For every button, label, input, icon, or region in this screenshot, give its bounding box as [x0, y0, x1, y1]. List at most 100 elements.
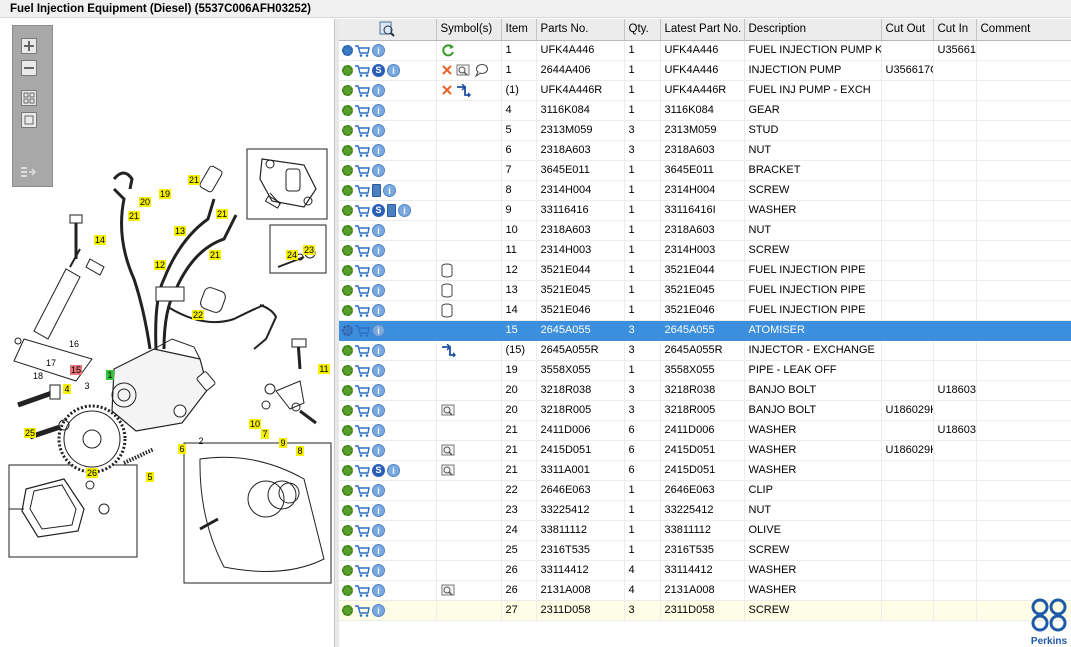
- callout-21[interactable]: 21: [188, 175, 200, 185]
- info-icon[interactable]: i: [372, 163, 385, 177]
- cart-icon[interactable]: [355, 264, 370, 277]
- gear-icon[interactable]: [342, 284, 353, 296]
- table-row[interactable]: i 25 2316T535 1 2316T535 SCREW: [339, 540, 1071, 561]
- cart-icon[interactable]: [355, 584, 370, 597]
- callout-16[interactable]: 16: [69, 339, 79, 349]
- header-comment[interactable]: Comment: [976, 19, 1071, 41]
- table-row[interactable]: i 24 33811112 1 33811112 OLIVE: [339, 520, 1071, 541]
- table-row[interactable]: i 8 2314H004 1 2314H004 SCREW: [339, 180, 1071, 201]
- zoom-out-icon[interactable]: [21, 60, 37, 76]
- callout-8[interactable]: 8: [296, 446, 304, 456]
- cart-icon[interactable]: [355, 424, 370, 437]
- table-row[interactable]: i 22 2646E063 1 2646E063 CLIP: [339, 480, 1071, 501]
- info-icon[interactable]: i: [372, 523, 385, 537]
- info-icon[interactable]: i: [372, 103, 385, 117]
- gear-icon[interactable]: [342, 484, 353, 496]
- info-icon[interactable]: i: [372, 263, 385, 277]
- cart-icon[interactable]: [355, 104, 370, 117]
- gear-icon[interactable]: [342, 364, 353, 376]
- actual-size-icon[interactable]: [21, 112, 37, 128]
- table-row[interactable]: i 14 3521E046 1 3521E046 FUEL INJECTION PIPE: [339, 300, 1071, 321]
- cart-icon[interactable]: [355, 204, 370, 217]
- table-row[interactable]: i (15) 2645A055R 3 2645A055R INJECTOR - EXCHA…: [339, 340, 1071, 361]
- gear-icon[interactable]: [342, 444, 353, 456]
- gear-icon[interactable]: [342, 144, 353, 156]
- info-icon[interactable]: i: [372, 323, 385, 337]
- refresh-icon[interactable]: [441, 43, 455, 57]
- cart-icon[interactable]: [355, 484, 370, 497]
- info-icon[interactable]: i: [372, 283, 385, 297]
- info-icon[interactable]: i: [372, 423, 385, 437]
- callout-24[interactable]: 24: [286, 250, 298, 260]
- gear-multi-icon[interactable]: [342, 44, 353, 56]
- cross-icon[interactable]: [441, 64, 453, 76]
- gear-icon[interactable]: [342, 204, 353, 216]
- gear-icon[interactable]: [342, 64, 353, 76]
- fit-page-icon[interactable]: [21, 90, 37, 106]
- callout-13[interactable]: 13: [174, 226, 186, 236]
- table-row[interactable]: i 20 3218R038 3 3218R038 BANJO BOLT U18603: [339, 380, 1071, 401]
- info-icon[interactable]: i: [372, 83, 385, 97]
- cross-icon[interactable]: [441, 84, 453, 96]
- info-icon[interactable]: i: [372, 363, 385, 377]
- cart-icon[interactable]: [355, 464, 370, 477]
- note-icon[interactable]: [441, 464, 456, 477]
- info-icon[interactable]: i: [372, 563, 385, 577]
- cart-icon[interactable]: [355, 504, 370, 517]
- service-icon[interactable]: S: [372, 63, 385, 77]
- callout-3[interactable]: 3: [84, 381, 89, 391]
- header-qty[interactable]: Qty.: [624, 19, 661, 41]
- callout-14[interactable]: 14: [94, 235, 106, 245]
- cart-icon[interactable]: [355, 64, 370, 77]
- callout-19[interactable]: 19: [159, 189, 171, 199]
- gear-icon[interactable]: [342, 424, 353, 436]
- info-icon[interactable]: i: [372, 583, 385, 597]
- gear-icon[interactable]: [342, 224, 353, 236]
- pane-splitter[interactable]: [335, 19, 339, 647]
- gear-icon[interactable]: [342, 504, 353, 516]
- callout-7[interactable]: 7: [261, 429, 269, 439]
- callout-21[interactable]: 21: [216, 209, 228, 219]
- info-icon[interactable]: i: [372, 223, 385, 237]
- gear-icon[interactable]: [342, 244, 353, 256]
- header-cut-in[interactable]: Cut In: [933, 19, 977, 41]
- cylinder-icon[interactable]: [441, 263, 453, 278]
- callout-11[interactable]: 11: [318, 364, 330, 374]
- gear-icon[interactable]: [342, 524, 353, 536]
- info-icon[interactable]: i: [387, 463, 400, 477]
- callout-26[interactable]: 26: [86, 468, 98, 478]
- cart-icon[interactable]: [355, 84, 370, 97]
- cylinder-icon[interactable]: [441, 303, 453, 318]
- header-find-icon[interactable]: [339, 19, 437, 41]
- note-icon[interactable]: [456, 64, 471, 77]
- callout-10[interactable]: 10: [249, 419, 261, 429]
- gear-icon[interactable]: [342, 344, 353, 356]
- info-icon[interactable]: i: [383, 183, 396, 197]
- exploded-diagram-pane[interactable]: 21 20 19 21 13 21 14 21 12 22 24 23 16 17 18 15 1 11 4 3 10 7…: [4, 19, 335, 647]
- cart-icon[interactable]: [355, 324, 370, 337]
- exchange-icon[interactable]: [441, 343, 457, 357]
- table-row[interactable]: i 11 2314H003 1 2314H003 SCREW: [339, 240, 1071, 261]
- cart-icon[interactable]: [355, 224, 370, 237]
- table-row[interactable]: i 5 2313M059 3 2313M059 STUD: [339, 120, 1071, 141]
- callout-23[interactable]: 23: [303, 245, 315, 255]
- info-icon[interactable]: i: [372, 303, 385, 317]
- info-icon[interactable]: i: [372, 383, 385, 397]
- gear-icon[interactable]: [342, 264, 353, 276]
- info-icon[interactable]: i: [372, 123, 385, 137]
- info-icon[interactable]: i: [387, 63, 400, 77]
- exchange-icon[interactable]: [456, 83, 472, 97]
- service-icon[interactable]: S: [372, 203, 385, 217]
- cart-icon[interactable]: [355, 564, 370, 577]
- gear-icon[interactable]: [342, 84, 353, 96]
- cart-icon[interactable]: [355, 444, 370, 457]
- info-icon[interactable]: i: [372, 343, 385, 357]
- info-icon[interactable]: i: [372, 43, 385, 57]
- cart-icon[interactable]: [355, 524, 370, 537]
- cart-icon[interactable]: [355, 384, 370, 397]
- callout-21[interactable]: 21: [209, 250, 221, 260]
- info-icon[interactable]: i: [372, 483, 385, 497]
- gear-icon[interactable]: [342, 124, 353, 136]
- note-icon[interactable]: [441, 444, 456, 457]
